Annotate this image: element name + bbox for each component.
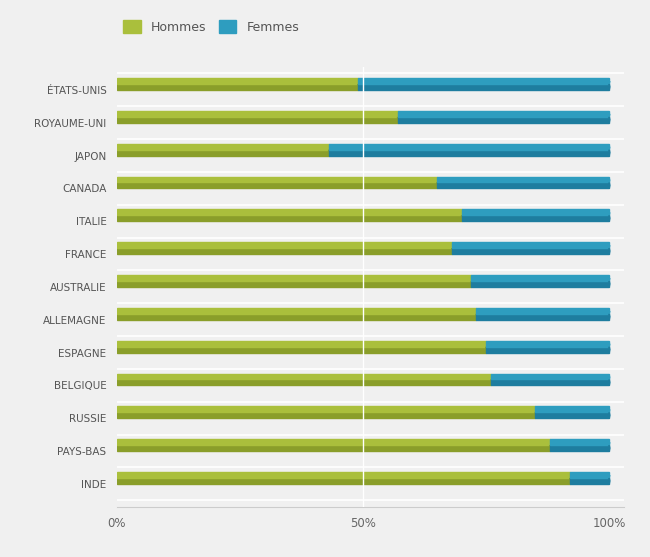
Bar bbox=[117, 478, 570, 484]
Bar bbox=[117, 445, 550, 451]
Bar bbox=[117, 314, 476, 320]
Bar bbox=[452, 242, 609, 248]
Bar bbox=[117, 379, 491, 385]
Bar bbox=[471, 281, 609, 287]
Bar bbox=[358, 84, 609, 90]
Bar bbox=[462, 209, 609, 215]
Bar bbox=[452, 248, 609, 254]
Bar bbox=[536, 412, 609, 418]
Bar bbox=[570, 472, 609, 478]
Bar bbox=[570, 478, 609, 484]
Bar bbox=[117, 242, 452, 248]
Legend: Hommes, Femmes: Hommes, Femmes bbox=[124, 20, 299, 34]
Bar bbox=[117, 374, 491, 379]
Bar bbox=[550, 439, 609, 445]
Bar bbox=[117, 275, 471, 281]
Bar bbox=[550, 445, 609, 451]
Bar bbox=[117, 407, 536, 412]
Bar bbox=[476, 308, 609, 314]
Bar bbox=[358, 78, 609, 84]
Bar bbox=[117, 84, 358, 90]
Bar bbox=[486, 346, 609, 353]
Bar bbox=[476, 314, 609, 320]
Bar bbox=[117, 215, 462, 221]
Bar bbox=[117, 281, 471, 287]
Bar bbox=[117, 117, 398, 123]
Bar bbox=[329, 144, 609, 150]
Bar bbox=[117, 341, 486, 346]
Bar bbox=[486, 341, 609, 346]
Bar bbox=[117, 150, 329, 155]
Bar bbox=[462, 215, 609, 221]
Bar bbox=[117, 144, 329, 150]
Bar bbox=[117, 209, 462, 215]
Bar bbox=[117, 308, 476, 314]
Bar bbox=[117, 472, 570, 478]
Bar bbox=[117, 78, 358, 84]
Bar bbox=[117, 111, 398, 117]
Bar bbox=[117, 177, 437, 183]
Bar bbox=[117, 183, 437, 188]
Bar bbox=[471, 275, 609, 281]
Bar bbox=[437, 183, 609, 188]
Bar bbox=[117, 346, 486, 353]
Bar bbox=[437, 177, 609, 183]
Bar bbox=[491, 374, 609, 379]
Bar bbox=[117, 412, 536, 418]
Bar bbox=[536, 407, 609, 412]
Bar bbox=[491, 379, 609, 385]
Bar bbox=[398, 117, 609, 123]
Bar bbox=[398, 111, 609, 117]
Bar bbox=[117, 248, 452, 254]
Bar bbox=[117, 439, 550, 445]
Bar bbox=[329, 150, 609, 155]
